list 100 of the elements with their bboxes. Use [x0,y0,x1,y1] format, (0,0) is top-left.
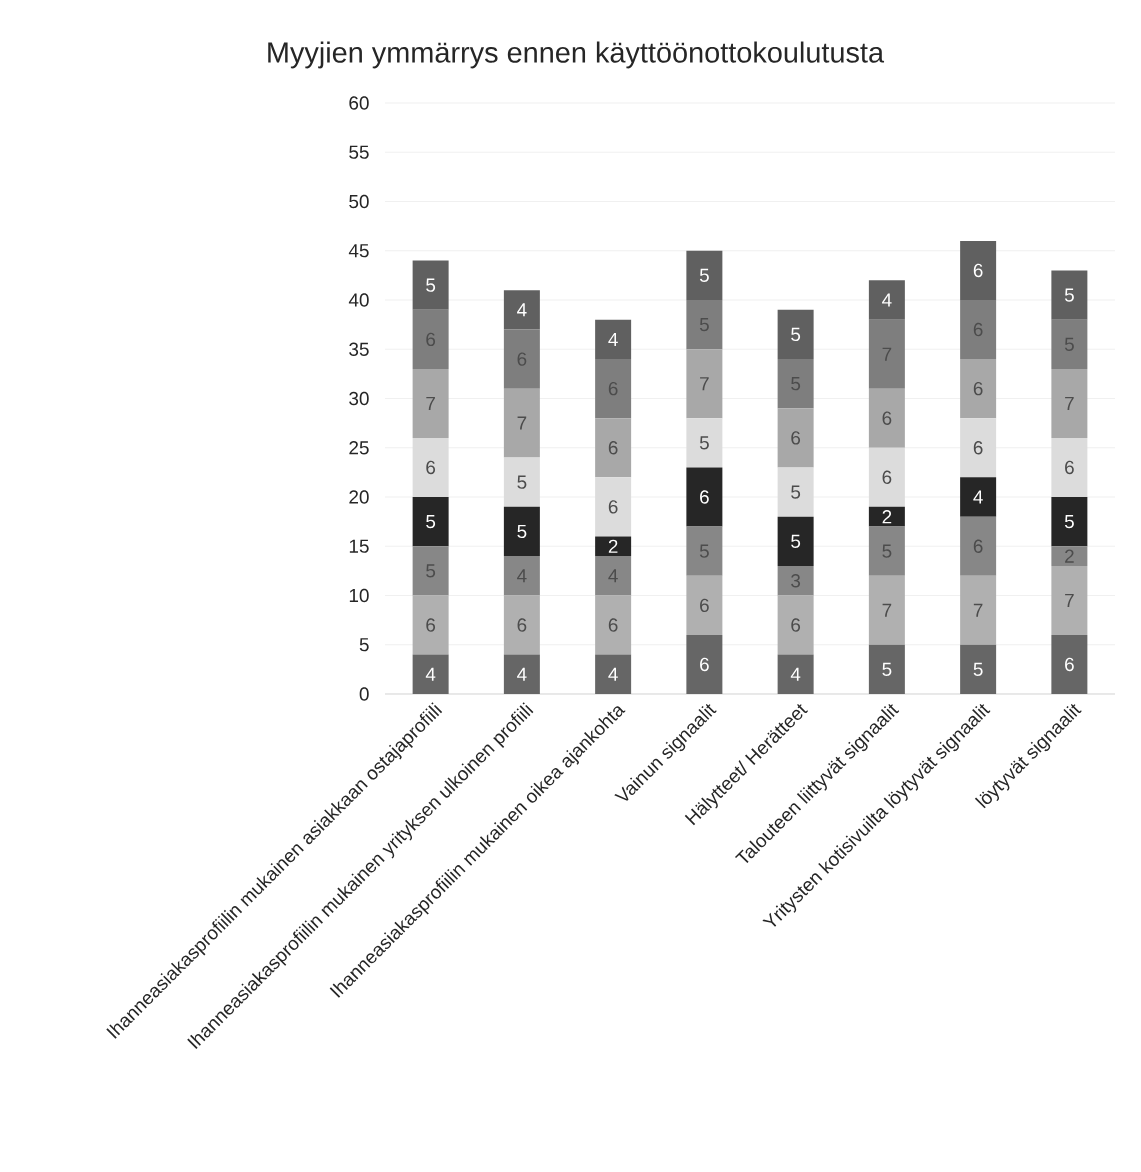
y-tick-label: 30 [349,391,369,406]
bar [777,309,814,360]
data-label: 4 [517,667,527,681]
bar [1051,634,1088,694]
bar [503,506,540,557]
data-label: 4 [517,303,527,317]
data-label: 6 [973,381,983,396]
bar [412,260,449,310]
data-label: 4 [973,490,983,504]
bar [595,595,632,655]
bar [686,299,723,350]
data-label: 5 [882,544,892,558]
data-label: 4 [882,293,892,307]
bar [777,359,814,409]
data-label: 5 [791,534,801,548]
bar [595,654,632,694]
bar [686,526,723,576]
bar [595,556,632,596]
bar [868,526,905,576]
bar [412,546,449,596]
data-label: 6 [608,441,618,455]
y-tick-label: 35 [349,342,369,356]
data-label: 5 [699,436,709,450]
data-label: 6 [791,431,801,445]
chart-title: Myyjien ymmärrys ennen käyttöönottokoulutusta [268,41,885,69]
bar [595,536,632,557]
bar [1051,319,1088,369]
data-label: 6 [426,460,436,475]
bar [868,506,905,527]
bar [686,418,723,468]
y-tick-label: 55 [349,145,369,159]
data-label: 6 [791,618,801,632]
data-label: 5 [517,524,527,539]
data-label: 6 [608,618,618,632]
bar [868,388,905,448]
data-label: 6 [973,263,983,278]
y-tick-label: 10 [349,588,369,603]
bar [686,467,723,527]
data-label: 5 [973,662,983,676]
bar [1051,497,1088,547]
bar [777,595,814,655]
data-label: 7 [882,603,892,617]
y-tick-label: 60 [349,96,369,110]
data-label: 5 [1064,288,1074,302]
y-tick-label: 15 [349,539,369,553]
bar [868,644,905,694]
bar [412,654,449,694]
bar [1051,437,1088,497]
bar [960,644,997,694]
bar [503,457,540,507]
bar [960,575,997,645]
data-label: 5 [426,278,436,292]
bar [503,654,540,694]
y-tick-label: 45 [348,244,369,258]
bar [503,595,540,655]
bar [686,575,723,635]
data-label: 6 [973,539,983,553]
bar [960,516,997,576]
bar [960,299,997,360]
bar [960,240,997,300]
data-label: 7 [700,377,709,391]
data-label: 4 [608,569,618,583]
data-label: 2 [608,539,618,553]
data-label: 4 [608,667,618,681]
bar [1051,368,1088,438]
data-label: 5 [791,485,801,499]
data-label: 4 [608,332,618,346]
bar [777,467,814,517]
bar [595,359,632,419]
bar [412,368,449,438]
bar [1051,270,1088,320]
data-label: 6 [973,441,983,455]
data-label: 6 [426,618,436,632]
bar [503,556,540,596]
data-label: 6 [882,470,892,484]
data-label: 4 [425,667,436,681]
bar [868,319,905,389]
bar [595,319,632,360]
bar [412,309,449,369]
bar [686,634,723,694]
bar [777,516,814,566]
y-tick-label: 0 [359,687,369,701]
data-label: 5 [426,515,436,529]
bar [595,477,632,537]
data-label: 3 [791,574,801,588]
bar [412,595,449,655]
data-label: 5 [426,564,436,578]
data-label: 7 [973,603,983,617]
data-label: 5 [517,475,527,489]
bar [503,329,540,389]
bar [412,437,449,497]
bar [868,280,905,320]
bar [503,290,540,330]
bar [412,497,449,547]
bar [777,565,814,596]
data-label: 4 [517,569,527,583]
bar [1051,565,1088,635]
bar [960,418,997,478]
data-label: 4 [790,667,801,681]
bar [595,418,632,478]
